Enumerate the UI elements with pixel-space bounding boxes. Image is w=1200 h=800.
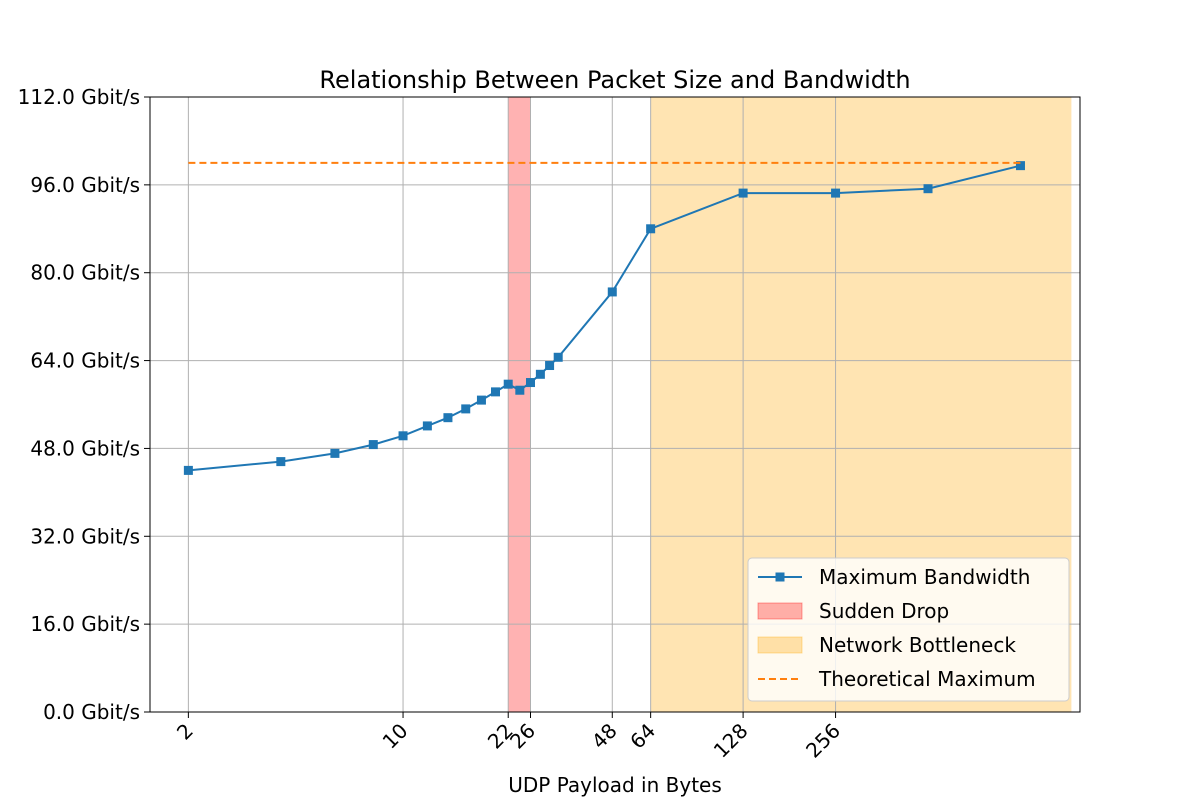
y-tick-label: 48.0 Gbit/s <box>30 436 140 460</box>
data-point <box>461 404 471 414</box>
legend-swatch <box>757 636 803 654</box>
data-point <box>398 431 408 441</box>
y-tick-label: 112.0 Gbit/s <box>18 85 140 109</box>
legend-label: Maximum Bandwidth <box>819 565 1030 589</box>
y-tick-label: 16.0 Gbit/s <box>30 612 140 636</box>
data-point <box>535 369 545 379</box>
series-line-maximum-bandwidth <box>188 164 1021 472</box>
legend-label: Network Bottleneck <box>819 633 1016 657</box>
data-point <box>553 352 563 362</box>
legend: Maximum Bandwidth Sudden Drop Network Bott… <box>747 557 1070 702</box>
data-point <box>607 287 617 297</box>
data-point <box>476 395 486 405</box>
y-tick-label: 80.0 Gbit/s <box>30 261 140 285</box>
y-tick-label: 64.0 Gbit/s <box>30 349 140 373</box>
data-point <box>525 378 535 388</box>
data-point <box>738 188 748 198</box>
band-sudden-drop <box>508 97 531 712</box>
data-point <box>831 188 841 198</box>
data-point <box>491 387 501 397</box>
series-layer <box>183 161 1025 475</box>
legend-box <box>747 557 1070 702</box>
data-point <box>503 379 513 389</box>
data-point <box>276 457 286 467</box>
data-point <box>923 184 933 194</box>
chart-title: Relationship Between Packet Size and Ban… <box>319 66 910 94</box>
x-axis-label: UDP Payload in Bytes <box>508 773 722 797</box>
legend-label: Sudden Drop <box>819 599 949 623</box>
y-tick-label: 0.0 Gbit/s <box>43 700 140 724</box>
data-point <box>368 440 378 450</box>
data-point <box>330 448 340 458</box>
y-tick-label: 32.0 Gbit/s <box>30 524 140 548</box>
data-point <box>515 385 525 395</box>
data-point <box>646 224 656 234</box>
data-point <box>443 413 453 423</box>
plot-frame <box>149 96 1081 713</box>
data-point <box>422 421 432 431</box>
data-point <box>183 465 193 475</box>
legend-marker <box>775 572 785 582</box>
data-point <box>1015 161 1025 171</box>
legend-label: Theoretical Maximum <box>818 667 1036 691</box>
legend-swatch <box>757 602 803 620</box>
y-tick-label: 96.0 Gbit/s <box>30 173 140 197</box>
data-point <box>545 361 555 371</box>
